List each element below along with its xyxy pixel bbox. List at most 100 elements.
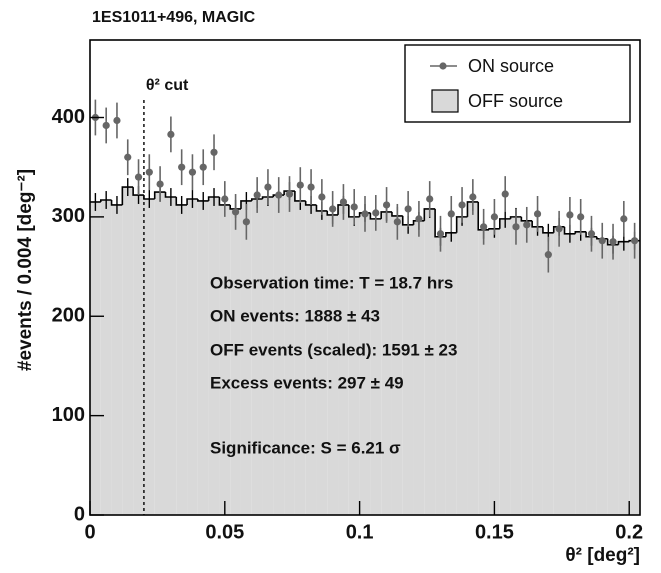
data-point	[458, 201, 466, 209]
bar-outline	[542, 226, 554, 234]
data-point	[329, 205, 337, 213]
annotation: ON events: 1888 ± 43	[210, 306, 380, 325]
bar	[327, 214, 339, 516]
cut-label: θ² cut	[146, 77, 189, 94]
bar-outline	[488, 228, 500, 230]
bar	[273, 195, 285, 515]
data-point	[436, 230, 445, 238]
bar-outline	[110, 199, 123, 206]
y-tick-label: 200	[52, 305, 85, 327]
bar-outline	[401, 215, 414, 226]
bar	[338, 204, 349, 515]
bar	[370, 218, 382, 515]
bar	[176, 204, 188, 515]
bar-outline	[617, 240, 630, 245]
data-point	[264, 183, 272, 191]
bar-outline	[423, 208, 436, 221]
bar-outline	[326, 210, 339, 216]
data-point	[512, 223, 520, 231]
bar	[122, 187, 134, 515]
bar-outline	[304, 200, 317, 206]
bar	[456, 216, 468, 515]
data-point	[361, 210, 369, 218]
bar-outline	[520, 216, 533, 222]
bar-outline	[531, 220, 543, 228]
data-point	[221, 195, 229, 203]
bar-outline	[380, 211, 392, 219]
data-point	[285, 190, 294, 198]
y-tick-label: 0	[74, 503, 85, 525]
bar-outline	[207, 196, 220, 201]
bar	[230, 208, 241, 516]
bar	[521, 220, 533, 516]
data-point	[307, 183, 315, 191]
bar	[629, 240, 640, 515]
data-point	[501, 190, 509, 198]
data-point	[296, 181, 304, 189]
data-point	[253, 191, 261, 199]
plot-frame	[89, 39, 641, 516]
bar-outline	[455, 216, 468, 233]
bar	[154, 192, 166, 516]
x-tick-label: 0.2	[615, 521, 643, 543]
bar-outline	[466, 201, 479, 217]
data-point	[426, 195, 434, 203]
bar-outline	[509, 216, 522, 219]
bar-outline	[164, 192, 177, 198]
annotation: OFF events (scaled): 1591 ± 23	[210, 340, 457, 359]
bar	[467, 201, 479, 515]
data-point	[469, 193, 477, 201]
bar	[219, 204, 231, 515]
data-point	[372, 209, 380, 217]
bar	[575, 231, 587, 515]
bar	[510, 216, 522, 515]
bar	[499, 218, 511, 515]
bar	[100, 199, 112, 515]
bar-outline	[315, 204, 328, 212]
data-point	[447, 210, 455, 218]
x-tick-label: 0.1	[346, 521, 374, 543]
legend-marker	[431, 89, 459, 113]
bar-outline	[563, 226, 576, 235]
bar	[111, 204, 123, 515]
data-point	[631, 237, 639, 245]
bar	[542, 232, 554, 516]
bar-outline	[261, 196, 274, 199]
data-point	[145, 168, 153, 176]
bar-outline	[197, 198, 209, 202]
data-point	[275, 191, 283, 199]
bar	[607, 244, 619, 516]
bar-outline	[348, 204, 360, 218]
data-point	[490, 213, 499, 221]
bar-outline	[250, 198, 263, 201]
bar-outline	[186, 198, 198, 205]
data-point	[382, 201, 391, 209]
legend-label: ON source	[468, 56, 554, 76]
y-tick-label: 100	[52, 404, 85, 426]
data-point	[178, 163, 186, 171]
bar	[618, 241, 630, 515]
bar	[284, 191, 295, 515]
data-point	[339, 198, 348, 206]
y-axis-label: #events / 0.004 [deg⁻²]	[15, 169, 36, 371]
data-point	[577, 213, 585, 221]
data-point	[156, 180, 164, 188]
bar	[294, 200, 306, 515]
bar	[208, 197, 220, 515]
bar-outline	[369, 212, 382, 220]
data-point	[566, 211, 574, 219]
data-point	[523, 221, 531, 229]
bar	[532, 226, 543, 516]
data-point	[210, 148, 218, 156]
bar	[553, 226, 565, 516]
bar	[165, 197, 177, 515]
bar	[133, 195, 144, 515]
bar	[445, 232, 457, 516]
data-point	[199, 163, 207, 171]
x-tick-label: 0.05	[205, 521, 244, 543]
bar	[478, 229, 490, 515]
bar	[381, 211, 392, 515]
data-point	[393, 218, 401, 226]
data-point	[124, 153, 132, 161]
